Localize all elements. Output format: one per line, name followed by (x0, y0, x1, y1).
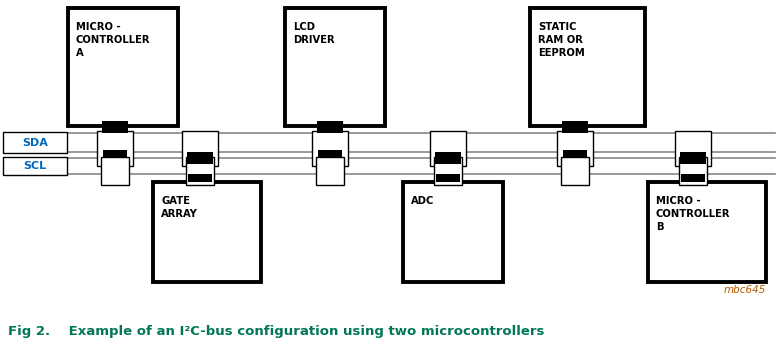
Bar (436, 174, 460, 182)
Text: STATIC
RAM OR
EEPROM: STATIC RAM OR EEPROM (538, 22, 585, 58)
Bar (437, 133, 459, 182)
Bar (102, 121, 128, 133)
Bar (564, 126, 586, 174)
Bar (189, 133, 211, 182)
Bar (435, 152, 461, 164)
Bar (188, 174, 212, 182)
Bar (430, 131, 466, 166)
Bar (648, 182, 766, 282)
Bar (675, 131, 711, 166)
Text: MICRO -
CONTROLLER
B: MICRO - CONTROLLER B (656, 196, 730, 232)
Bar (285, 8, 385, 126)
Bar (101, 157, 129, 185)
Text: mbc645: mbc645 (723, 285, 766, 295)
Bar (557, 131, 593, 166)
Bar (561, 157, 589, 185)
Text: SCL: SCL (23, 161, 47, 171)
Bar (434, 157, 462, 185)
Bar (68, 8, 178, 126)
Text: SDA: SDA (22, 137, 48, 148)
Bar (681, 174, 705, 182)
Bar (680, 152, 706, 164)
Bar (563, 150, 587, 158)
Bar (3, 157, 67, 175)
Bar (97, 131, 133, 166)
Text: ADC: ADC (411, 196, 434, 206)
Text: MICRO -
CONTROLLER
A: MICRO - CONTROLLER A (76, 22, 150, 58)
Bar (530, 8, 645, 126)
Bar (318, 150, 342, 158)
Bar (186, 157, 214, 185)
Bar (182, 131, 218, 166)
Bar (312, 131, 348, 166)
Bar (682, 133, 704, 182)
Bar (3, 132, 67, 153)
Bar (403, 182, 503, 282)
Bar (103, 150, 127, 158)
Bar (153, 182, 261, 282)
Bar (679, 157, 707, 185)
Text: LCD
DRIVER: LCD DRIVER (293, 22, 335, 45)
Text: Fig 2.    Example of an I²C-bus configuration using two microcontrollers: Fig 2. Example of an I²C-bus configurati… (8, 325, 544, 338)
Text: GATE
ARRAY: GATE ARRAY (161, 196, 198, 219)
Bar (316, 157, 344, 185)
Bar (187, 152, 213, 164)
Bar (104, 126, 126, 174)
Bar (317, 121, 343, 133)
Bar (319, 126, 341, 174)
Bar (562, 121, 588, 133)
